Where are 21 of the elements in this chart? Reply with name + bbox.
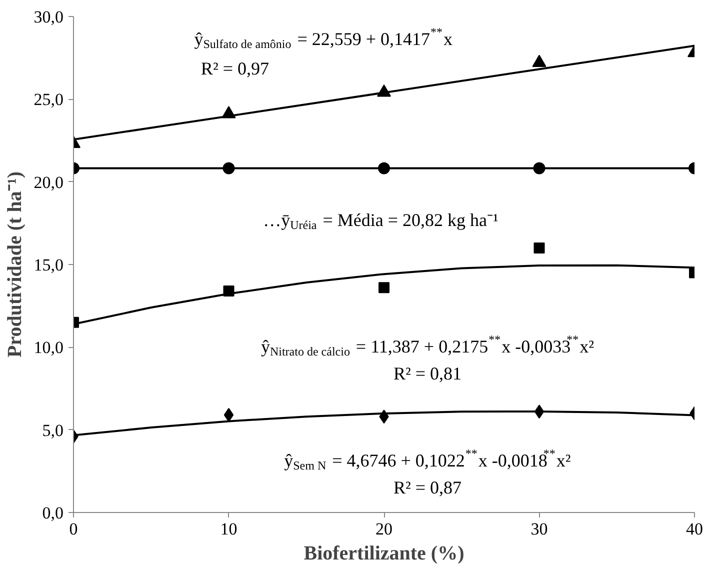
x-tick-label: 40	[686, 520, 703, 538]
annotation: R² = 0,81	[393, 364, 462, 384]
y-tick-label: 5,0	[42, 420, 64, 440]
y-tick-label: 0,0	[42, 504, 64, 522]
x-tick-label: 10	[220, 520, 238, 538]
y-tick-label: 15,0	[34, 256, 64, 274]
x-axis-title: Biofertilizante (%)	[304, 542, 464, 564]
y-tick-label: 30,0	[34, 8, 64, 26]
y-tick-label: 25,0	[34, 90, 64, 110]
point	[378, 282, 390, 294]
y-tick-label: 20,0	[34, 172, 64, 192]
point	[224, 408, 234, 422]
annotation: R² = 0,97	[200, 58, 269, 79]
point	[534, 242, 545, 254]
x-tick-label: 20	[376, 520, 392, 538]
point	[532, 54, 546, 68]
x-tick-label: 30	[530, 520, 548, 538]
y-axis-title: Produtividade (t ha⁻¹)	[4, 172, 26, 358]
annotation: R² = 0,87	[393, 478, 462, 498]
x-tick-label: 0	[69, 520, 78, 538]
y-tick-label: 10,0	[34, 338, 64, 358]
